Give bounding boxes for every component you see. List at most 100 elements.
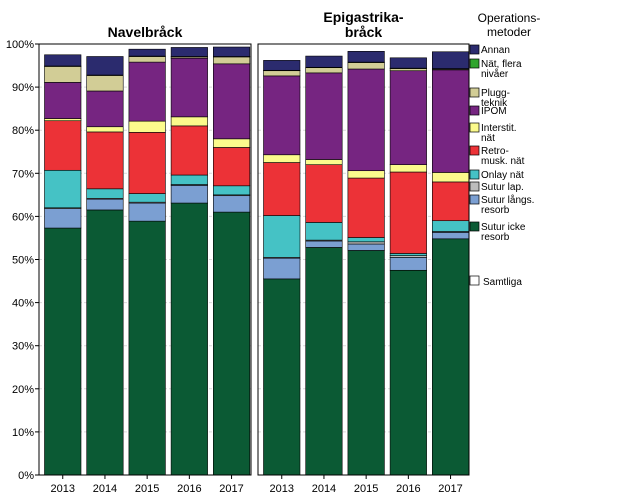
bar-segment-p0-c1-s1 [86,198,124,211]
bar-segment-p0-c4-s7 [213,56,251,65]
bar-segment-p0-c1-s9 [86,56,124,76]
bar-segment-p1-c4-s0 [431,238,470,476]
bar-segment-p0-c0-s0 [44,227,82,476]
legend-swatch-8 [469,58,480,69]
panel-title-1-line-1: bråck [345,24,383,40]
x-tick-label-p0-4: 2017 [219,483,243,495]
bar-segment-p1-c4-s1 [431,232,470,240]
legend-swatch-7 [469,87,480,98]
y-tick-label-10: 100% [6,39,34,51]
legend-swatch-3 [469,169,480,180]
bar-segment-p0-c4-s3 [213,185,251,196]
legend-swatch-6 [469,105,480,116]
bar-segment-p0-c3-s6 [170,57,208,118]
bar-segment-p1-c3-s4 [389,171,427,254]
bar-segment-p1-c2-s4 [347,177,385,238]
bar-segment-p1-c0-s9 [263,60,301,71]
y-tick-label-8: 80% [12,125,34,137]
legend-label-3-line-0: Onlay nät [481,170,524,181]
bar-segment-p1-c1-s1 [305,240,343,248]
bar-segment-p1-c0-s5 [263,154,301,163]
bar-segment-p1-c1-s3 [305,222,343,241]
x-tick-label-p1-1: 2014 [312,483,336,495]
legend-label-2-line-0: Sutur lap. [481,182,524,193]
legend-label-1-line-1: resorb [481,205,510,216]
bar-segment-p1-c1-s4 [305,164,343,223]
bar-segment-p0-c0-s1 [44,208,82,229]
bar-segment-p1-c3-s6 [389,70,427,165]
y-tick-label-1: 10% [12,427,34,439]
panel-frame-1 [257,43,470,476]
legend-label-samtliga-0: Samtliga [483,277,522,288]
bar-segment-p1-c2-s1 [347,243,385,251]
legend-title-line-0: Operations- [478,11,541,25]
bar-segment-p1-c2-s5 [347,170,385,179]
x-tick-label-p0-3: 2016 [177,483,201,495]
legend-swatch-4 [469,145,480,156]
x-tick-label-p1-2: 2015 [354,483,378,495]
bar-segment-p0-c0-s3 [44,169,82,209]
bar-segment-p1-c0-s3 [263,215,301,258]
bar-segment-p0-c3-s3 [170,174,208,185]
bar-segment-p1-c3-s9 [389,57,427,69]
bar-segment-p0-c4-s1 [213,195,251,213]
bar-segment-p0-c0-s4 [44,120,82,171]
legend-label-5-line-1: nät [481,133,495,144]
legend-label-4-line-0: Retro- [481,146,509,157]
legend-swatch-1 [469,194,480,205]
bar-segment-p0-c2-s4 [128,132,166,194]
bar-segment-p0-c4-s4 [213,147,251,187]
y-tick-label-4: 40% [12,298,34,310]
bar-segment-p0-c4-s9 [213,46,251,57]
bar-segment-p1-c3-s5 [389,164,427,173]
legend-swatch-9 [469,44,480,55]
bar-segment-p1-c2-s0 [347,250,385,476]
bar-segment-p0-c0-s6 [44,82,82,119]
bar-segment-p0-c3-s9 [170,47,208,57]
x-tick-label-p1-3: 2016 [396,483,420,495]
legend-swatch-5 [469,122,480,133]
legend-label-0-line-1: resorb [481,232,510,243]
y-tick-label-6: 60% [12,211,34,223]
y-tick-label-9: 90% [12,82,34,94]
y-tick-label-2: 20% [12,384,34,396]
bar-segment-p0-c2-s9 [128,48,166,57]
bar-segment-p1-c0-s1 [263,257,301,280]
bar-segment-p1-c0-s4 [263,162,301,216]
bar-segment-p0-c2-s0 [128,220,166,476]
bar-segment-p1-c4-s9 [431,51,470,69]
bar-segment-p0-c2-s3 [128,193,166,203]
bar-segment-p1-c0-s0 [263,278,301,476]
bar-segment-p1-c4-s3 [431,220,470,232]
bar-segment-p0-c4-s5 [213,138,251,148]
bar-segment-p1-c2-s7 [347,62,385,70]
bar-segment-p0-c0-s9 [44,54,82,67]
bar-segment-p0-c2-s7 [128,56,166,63]
bar-segment-p0-c1-s0 [86,209,124,476]
legend-swatch-0 [469,221,480,232]
bar-segment-p1-c3-s3 [389,253,427,256]
y-tick-label-7: 70% [12,168,34,180]
bar-segment-p1-c1-s7 [305,67,343,74]
legend-label-9-line-0: Annan [481,45,510,56]
legend-swatch-2 [469,181,480,192]
legend-label-1-line-0: Sutur långs. [481,194,534,206]
bar-segment-p1-c2-s9 [347,51,385,63]
bar-segment-p1-c2-s2 [347,241,385,245]
bar-segment-p1-c2-s6 [347,68,385,172]
bar-segment-p0-c3-s1 [170,185,208,204]
legend-label-7-line-0: Plugg- [481,88,510,99]
bar-segment-p0-c1-s4 [86,131,124,190]
legend-title-line-1: metoder [487,25,531,39]
legend-label-6-line-0: IPOM [481,106,507,117]
x-tick-label-p1-0: 2013 [270,483,294,495]
legend-label-4-line-1: musk. nät [481,156,525,167]
bar-segment-p0-c3-s5 [170,116,208,127]
bar-segment-p1-c3-s1 [389,257,427,271]
bar-segment-p0-c1-s3 [86,188,124,199]
bar-segment-p0-c2-s1 [128,202,166,222]
bar-segment-p1-c4-s6 [431,69,470,173]
y-tick-label-0: 0% [18,470,34,482]
legend-swatch-samtliga [469,275,480,286]
